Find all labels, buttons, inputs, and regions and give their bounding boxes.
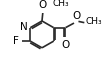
Text: N: N [20,22,28,32]
Text: O: O [61,40,70,50]
Text: CH₃: CH₃ [86,17,102,26]
Text: O: O [39,0,47,10]
Text: F: F [13,36,19,46]
Text: O: O [72,11,80,21]
Text: CH₃: CH₃ [52,0,69,8]
